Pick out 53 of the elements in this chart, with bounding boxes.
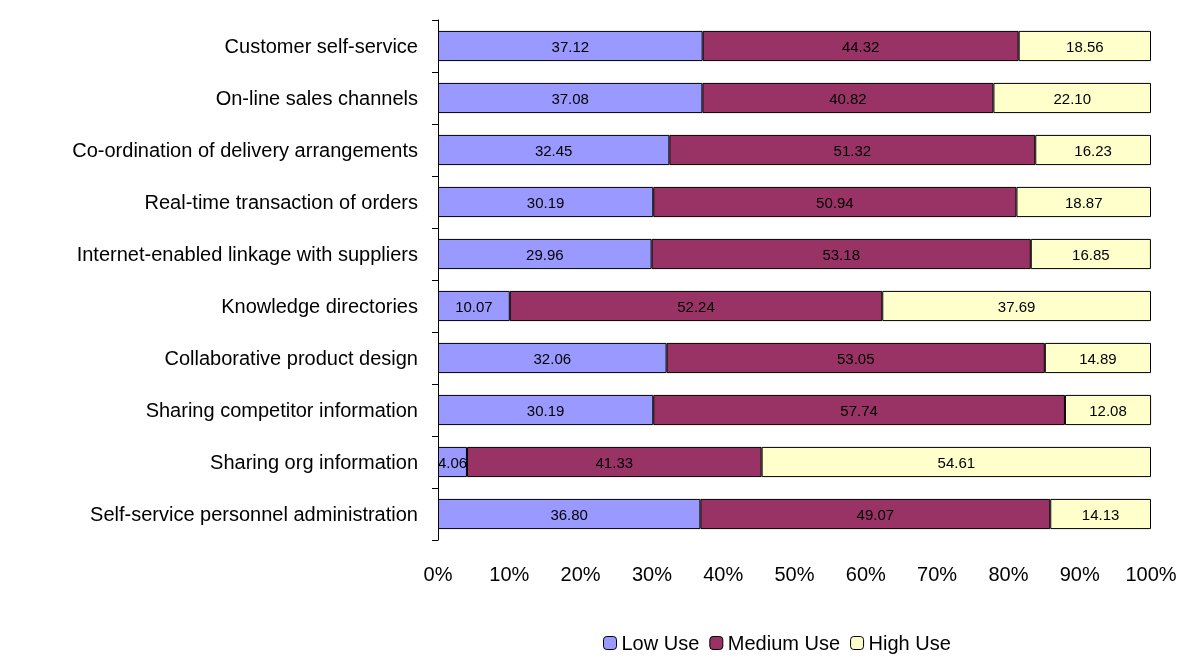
y-tick-label: Knowledge directories xyxy=(221,295,418,317)
data-label: 16.23 xyxy=(1074,141,1112,159)
y-tick-label: Customer self-service xyxy=(224,35,418,57)
data-label: 32.06 xyxy=(533,349,572,367)
x-tick-label: 60% xyxy=(845,563,887,585)
x-tick-label: 70% xyxy=(917,563,958,585)
data-label: 30.19 xyxy=(526,193,565,211)
data-label: 16.85 xyxy=(1072,245,1110,263)
legend-label: High Use xyxy=(868,632,951,654)
y-tick-label: Co-ordination of delivery arrangements xyxy=(72,139,418,161)
x-tick-label: 0% xyxy=(423,563,453,585)
data-label: 41.33 xyxy=(595,453,634,471)
data-label: 12.08 xyxy=(1089,401,1127,419)
data-label: 44.32 xyxy=(841,37,880,55)
y-tick-label: Self-service personnel administration xyxy=(90,503,418,525)
legend-label: Low Use xyxy=(621,632,700,654)
data-label: 53.05 xyxy=(836,349,875,367)
y-tick-label: Sharing org information xyxy=(210,451,418,473)
data-label: 36.80 xyxy=(550,505,588,523)
x-tick-label: 100% xyxy=(1125,563,1177,585)
data-label: 53.18 xyxy=(822,245,860,263)
data-label: 37.08 xyxy=(551,89,589,107)
data-label: 51.32 xyxy=(833,141,872,159)
data-label: 50.94 xyxy=(816,193,854,211)
x-tick-label: 50% xyxy=(774,563,815,585)
x-tick-label: 80% xyxy=(988,563,1029,585)
data-label: 57.74 xyxy=(840,401,878,419)
data-label: 22.10 xyxy=(1053,89,1091,107)
x-tick-label: 30% xyxy=(631,563,673,585)
data-label: 40.82 xyxy=(829,89,867,107)
data-label: 14.89 xyxy=(1079,349,1117,367)
data-label: 54.61 xyxy=(937,453,976,471)
data-label: 52.24 xyxy=(677,297,715,315)
data-label: 14.13 xyxy=(1081,505,1120,523)
x-tick-label: 10% xyxy=(489,563,530,585)
x-tick-label: 20% xyxy=(560,563,601,585)
data-label: 10.07 xyxy=(455,297,493,315)
y-tick-label: Collaborative product design xyxy=(164,347,418,369)
data-label: 18.87 xyxy=(1064,193,1103,211)
x-tick-label: 90% xyxy=(1059,563,1100,585)
y-tick-label: Sharing competitor information xyxy=(145,399,418,421)
data-label: 29.96 xyxy=(526,245,564,263)
data-label: 49.07 xyxy=(856,505,895,523)
y-tick-label: Real-time transaction of orders xyxy=(144,191,418,213)
data-label: 32.45 xyxy=(534,141,573,159)
data-label: 37.12 xyxy=(551,37,590,55)
x-tick-label: 40% xyxy=(703,563,744,585)
legend-label: Medium Use xyxy=(727,632,841,654)
data-label: 37.69 xyxy=(997,297,1036,315)
data-label: 18.56 xyxy=(1066,37,1104,55)
data-label: 30.19 xyxy=(526,401,565,419)
y-tick-label: On-line sales channels xyxy=(215,87,418,109)
y-tick-label: Internet-enabled linkage with suppliers xyxy=(76,243,418,265)
